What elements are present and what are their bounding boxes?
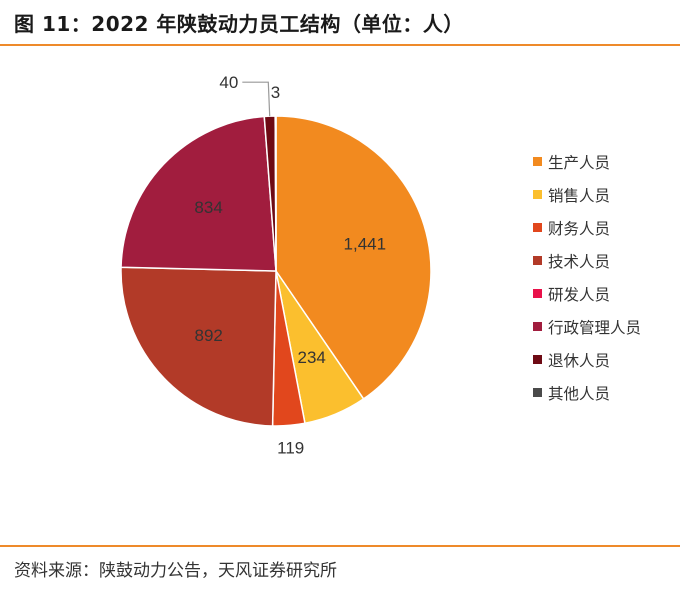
pie-chart: 1,441 234 119 892 834 40 3 bbox=[120, 73, 432, 457]
data-label-0: 1,441 bbox=[344, 235, 387, 254]
data-label-5: 834 bbox=[194, 198, 222, 217]
legend-item: 行政管理人员 bbox=[533, 310, 641, 343]
legend-swatch bbox=[533, 190, 542, 199]
legend-item: 销售人员 bbox=[533, 178, 641, 211]
pie-slice-3 bbox=[120, 266, 277, 427]
legend-label: 行政管理人员 bbox=[548, 318, 642, 337]
legend-label: 财务人员 bbox=[548, 219, 611, 238]
legend-swatch bbox=[533, 355, 542, 364]
legend-item: 其他人员 bbox=[533, 376, 641, 409]
legend-item: 生产人员 bbox=[533, 145, 641, 178]
legend-swatch bbox=[533, 388, 542, 397]
pie-slice-5 bbox=[120, 115, 277, 272]
legend-label: 技术人员 bbox=[548, 252, 611, 271]
pie-slice-7 bbox=[274, 115, 277, 272]
legend-swatch bbox=[533, 157, 542, 166]
pie-slice-0 bbox=[275, 115, 432, 400]
data-label-7: 3 bbox=[271, 83, 280, 102]
legend-swatch bbox=[533, 289, 542, 298]
data-label-1: 234 bbox=[298, 348, 326, 367]
legend-label: 研发人员 bbox=[548, 285, 611, 304]
legend-item: 退休人员 bbox=[533, 343, 641, 376]
legend-label: 销售人员 bbox=[548, 186, 611, 205]
data-label-3: 892 bbox=[195, 326, 223, 345]
legend-item: 财务人员 bbox=[533, 211, 641, 244]
legend-swatch bbox=[533, 322, 542, 331]
legend-swatch bbox=[533, 256, 542, 265]
chart-legend: 生产人员销售人员财务人员技术人员研发人员行政管理人员 退休人员其他人员 bbox=[533, 145, 641, 409]
legend-label: 其他人员 bbox=[548, 384, 611, 403]
chart-title: 图 11：2022 年陕鼓动力员工结构（单位：人） bbox=[14, 12, 464, 36]
legend-label: 生产人员 bbox=[548, 153, 611, 172]
source-note: 资料来源：陕鼓动力公告，天风证券研究所 bbox=[14, 561, 337, 581]
data-label-2: 119 bbox=[277, 438, 304, 457]
legend-item: 研发人员 bbox=[533, 277, 641, 310]
data-label-6: 40 bbox=[219, 73, 238, 92]
legend-swatch bbox=[533, 223, 542, 232]
legend-label: 退休人员 bbox=[548, 351, 611, 370]
top-divider bbox=[0, 44, 680, 46]
leader-line-6 bbox=[242, 81, 271, 117]
legend-item: 技术人员 bbox=[533, 244, 641, 277]
bottom-divider bbox=[0, 545, 680, 547]
